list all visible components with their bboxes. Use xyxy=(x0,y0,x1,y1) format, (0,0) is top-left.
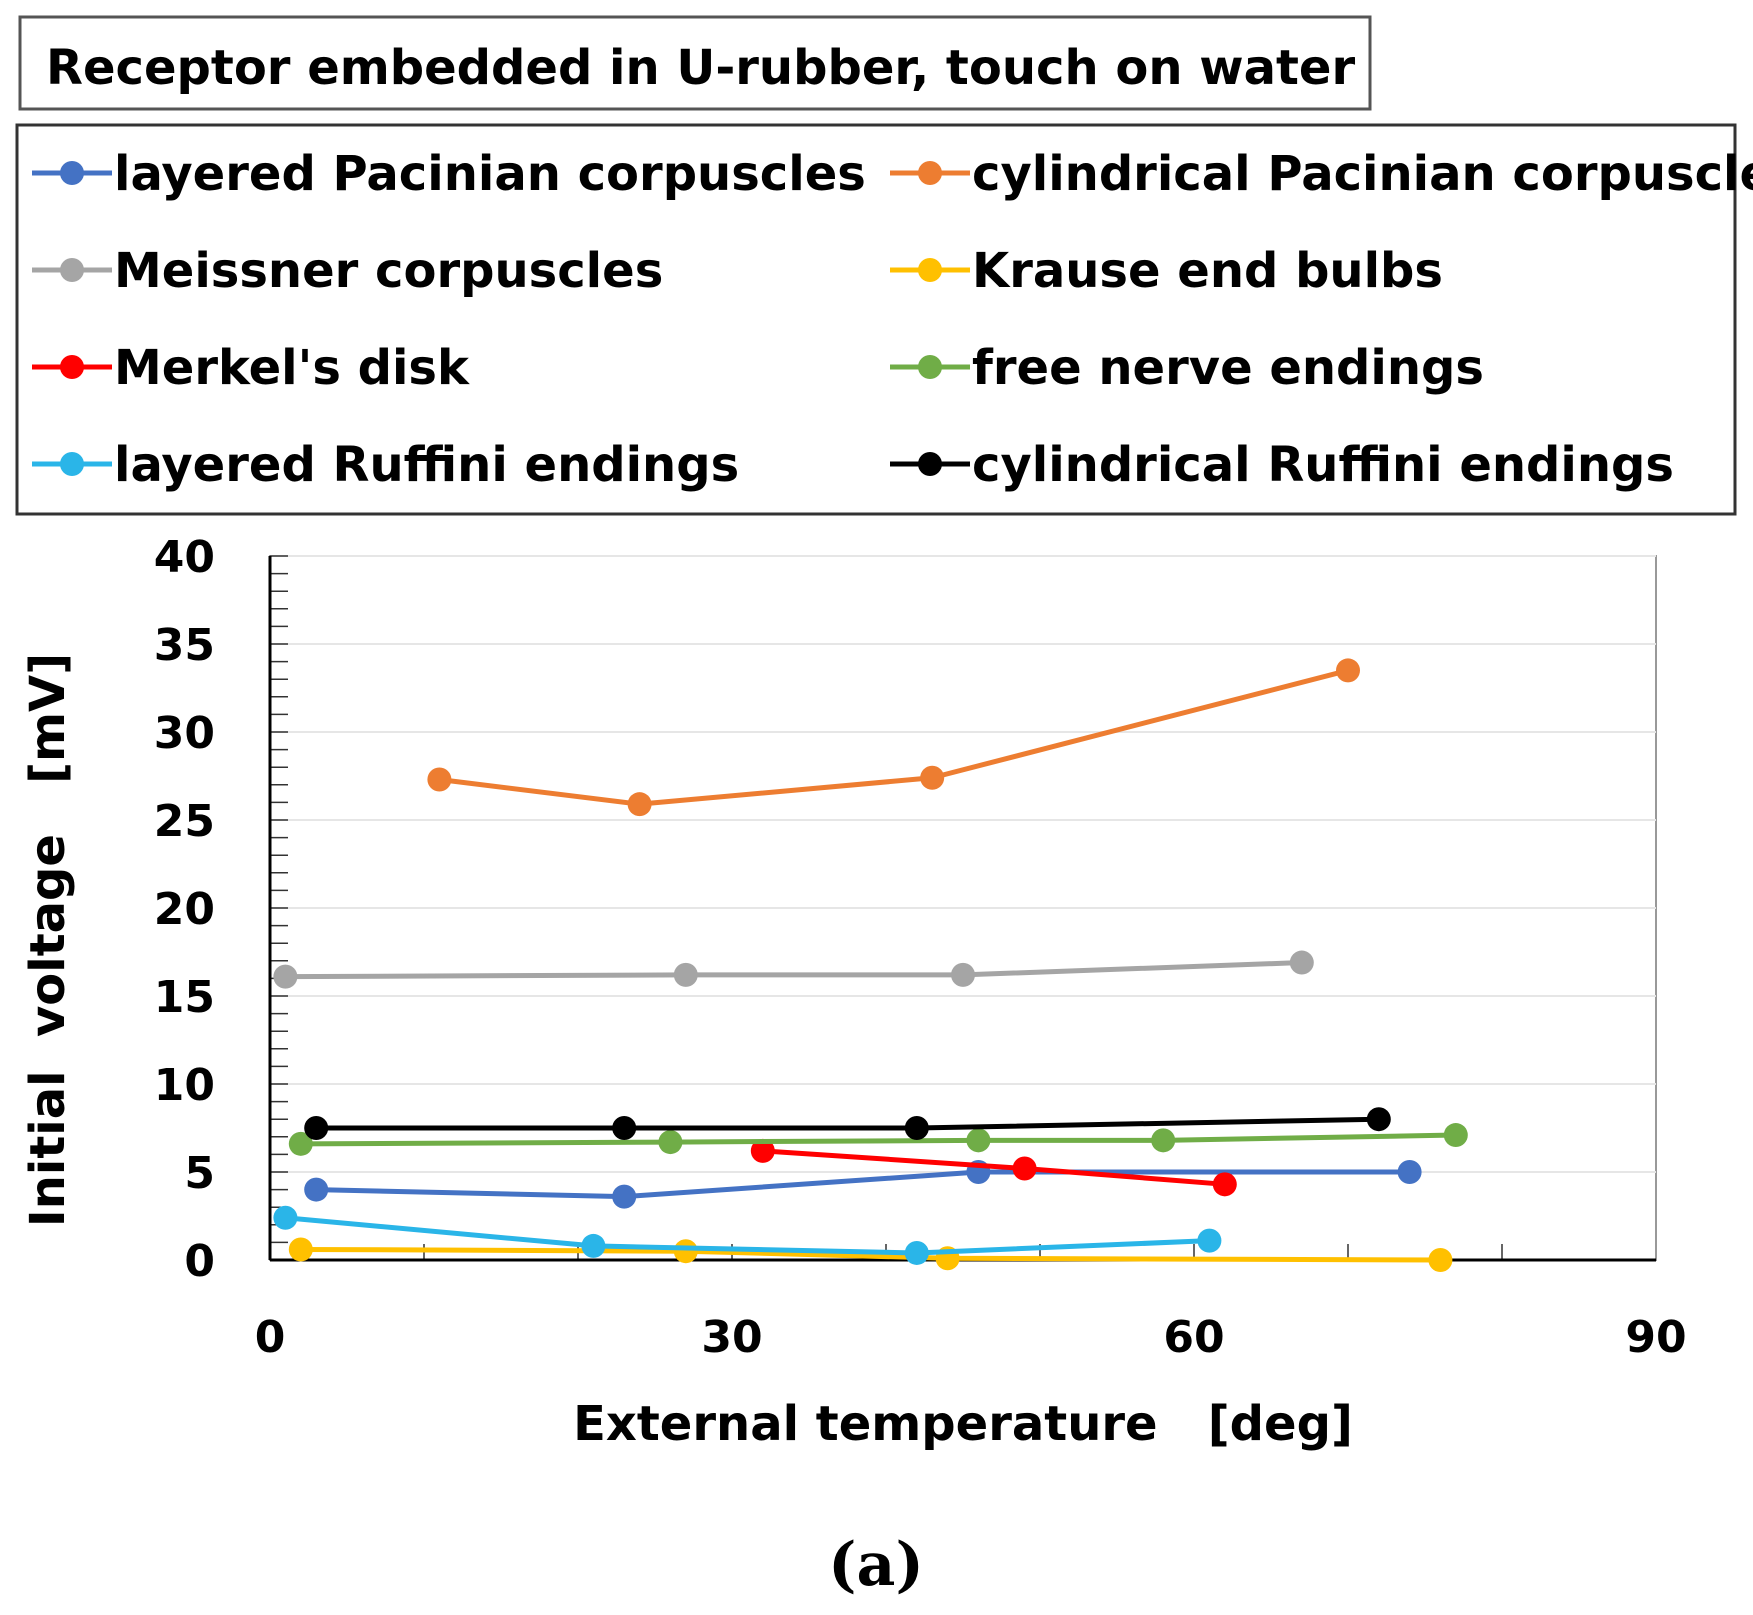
data-point xyxy=(1289,950,1314,975)
data-point xyxy=(1397,1160,1422,1184)
data-point xyxy=(1428,1248,1453,1272)
data-point xyxy=(920,765,945,790)
data-point xyxy=(288,1237,313,1262)
data-point xyxy=(966,1128,991,1153)
data-point xyxy=(904,1240,929,1265)
y-tick-label-40: 40 xyxy=(154,532,215,583)
legend-swatch-marker xyxy=(60,161,84,185)
x-axis-label: External temperature [deg] xyxy=(573,1396,1353,1452)
data-point xyxy=(288,1131,313,1156)
data-point xyxy=(612,1184,637,1209)
data-point xyxy=(427,767,452,792)
legend-label: cylindrical Pacinian corpuscles xyxy=(972,146,1753,202)
legend-frame xyxy=(15,123,1737,516)
data-point xyxy=(1336,658,1360,683)
data-point xyxy=(951,962,975,987)
legend-item: layered Pacinian corpuscles xyxy=(32,146,866,202)
data-point xyxy=(304,1177,329,1202)
data-point xyxy=(1197,1228,1222,1253)
legend-label: Krause end bulbs xyxy=(972,243,1443,299)
legend-item: cylindrical Ruffini endings xyxy=(890,437,1674,493)
data-point xyxy=(273,964,298,989)
data-point xyxy=(1366,1107,1391,1132)
series-1 xyxy=(427,658,1360,817)
series-6 xyxy=(273,1205,1222,1265)
legend-swatch-marker xyxy=(60,452,84,476)
y-tick-label-35: 35 xyxy=(154,620,215,671)
data-point xyxy=(750,1138,775,1163)
legend-item: layered Ruffini endings xyxy=(32,437,739,493)
data-point xyxy=(1443,1123,1468,1148)
y-axis-label: Initial voltage [mV] xyxy=(20,653,76,1227)
series-line xyxy=(316,1169,1410,1200)
x-tick-label-90: 90 xyxy=(1625,1312,1686,1363)
y-tick-label-15: 15 xyxy=(154,972,215,1023)
series-line xyxy=(285,960,1302,980)
data-point xyxy=(1151,1128,1176,1153)
y-tick-label-30: 30 xyxy=(154,708,215,759)
data-point xyxy=(904,1116,929,1140)
series-7 xyxy=(304,1107,1391,1140)
data-point xyxy=(612,1116,637,1140)
x-tick-label-60: 60 xyxy=(1163,1312,1224,1363)
x-tick-label-30: 30 xyxy=(701,1312,762,1363)
x-tick-label-0: 0 xyxy=(255,1312,286,1363)
y-tick-label-5: 5 xyxy=(184,1148,215,1199)
series-4 xyxy=(750,1138,1237,1197)
series-5 xyxy=(288,1123,1468,1156)
legend-swatch-marker xyxy=(918,258,942,282)
legend-item: Meissner corpuscles xyxy=(32,243,663,299)
series-line xyxy=(316,1116,1379,1131)
legend-swatch-marker xyxy=(60,355,84,379)
series-0 xyxy=(304,1160,1422,1209)
legend-label: Meissner corpuscles xyxy=(114,243,663,299)
data-point xyxy=(1212,1172,1237,1197)
legend-swatch-marker xyxy=(60,258,84,282)
legend-item: Merkel's disk xyxy=(32,340,470,396)
legend-item: cylindrical Pacinian corpuscles xyxy=(890,146,1753,202)
series-line xyxy=(300,1246,1441,1263)
y-tick-label-0: 0 xyxy=(184,1236,215,1287)
y-tick-labels: 0 5 10 15 20 25 30 35 40 xyxy=(154,532,215,1287)
data-point xyxy=(304,1116,329,1140)
legend-item: free nerve endings xyxy=(890,340,1484,396)
series-line xyxy=(439,667,1349,807)
legend-label: free nerve endings xyxy=(972,340,1484,396)
series-layer xyxy=(273,658,1468,1272)
figure-caption: (a) xyxy=(828,1530,924,1600)
title-box-frame xyxy=(18,15,1372,111)
series-line xyxy=(285,1215,1210,1256)
y-tick-label-10: 10 xyxy=(154,1060,215,1111)
data-point xyxy=(1012,1156,1037,1181)
legend-label: layered Ruffini endings xyxy=(114,437,739,493)
legend-swatch-marker xyxy=(918,161,942,185)
legend: layered Pacinian corpuscles cylindrical P… xyxy=(15,123,1753,516)
data-point xyxy=(581,1233,606,1258)
legend-label: layered Pacinian corpuscles xyxy=(114,146,866,202)
plot-area xyxy=(268,555,1657,1272)
y-tick-label-20: 20 xyxy=(154,884,215,935)
data-point xyxy=(673,962,698,987)
data-point xyxy=(658,1130,683,1155)
title-box: Receptor embedded in U-rubber, touch on … xyxy=(18,15,1372,111)
legend-label: Merkel's disk xyxy=(114,340,470,396)
legend-swatch-marker xyxy=(918,452,942,476)
data-point xyxy=(673,1239,698,1264)
chart-title: Receptor embedded in U-rubber, touch on … xyxy=(46,40,1355,96)
legend-swatch-marker xyxy=(918,355,942,379)
x-tick-labels: 0 30 60 90 xyxy=(255,1312,1687,1363)
data-point xyxy=(273,1205,298,1230)
legend-label: cylindrical Ruffini endings xyxy=(972,437,1674,493)
legend-item: Krause end bulbs xyxy=(890,243,1443,299)
y-tick-label-25: 25 xyxy=(154,796,215,847)
data-point xyxy=(627,792,652,817)
series-2 xyxy=(273,950,1314,989)
